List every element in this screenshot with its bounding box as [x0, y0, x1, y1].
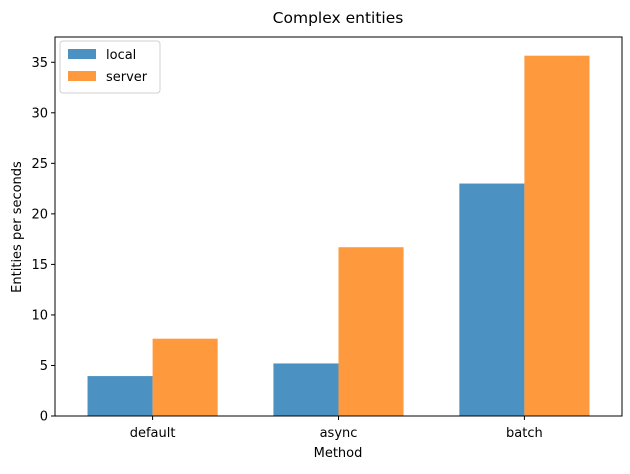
y-tick-label: 25 [31, 157, 48, 172]
bar-server-default [152, 338, 218, 416]
y-tick-label: 20 [31, 207, 48, 222]
legend: local server [59, 40, 161, 94]
y-tick-label: 35 [31, 56, 48, 71]
y-tick-label: 0 [40, 410, 48, 425]
chart-title: Complex entities [273, 9, 404, 27]
bar-local-default [87, 376, 153, 416]
bar-local-async [273, 363, 339, 416]
y-axis-label: Entities per seconds [10, 161, 25, 293]
bar-server-async [338, 247, 404, 416]
bar-local-batch [459, 183, 525, 416]
legend-swatch-server [68, 71, 96, 81]
x-tick-label: async [320, 426, 358, 441]
x-tick-label: default [130, 426, 176, 441]
legend-label-server: server [106, 70, 148, 85]
y-tick-label: 30 [31, 106, 48, 121]
y-tick-label: 15 [31, 258, 48, 273]
y-tick-label: 10 [31, 308, 48, 323]
y-tick-label: 5 [40, 359, 48, 374]
x-axis-label: Method [314, 446, 363, 461]
x-tick-label: batch [506, 426, 543, 441]
legend-swatch-local [68, 49, 96, 59]
legend-label-local: local [106, 48, 136, 63]
bar-server-batch [524, 55, 590, 417]
